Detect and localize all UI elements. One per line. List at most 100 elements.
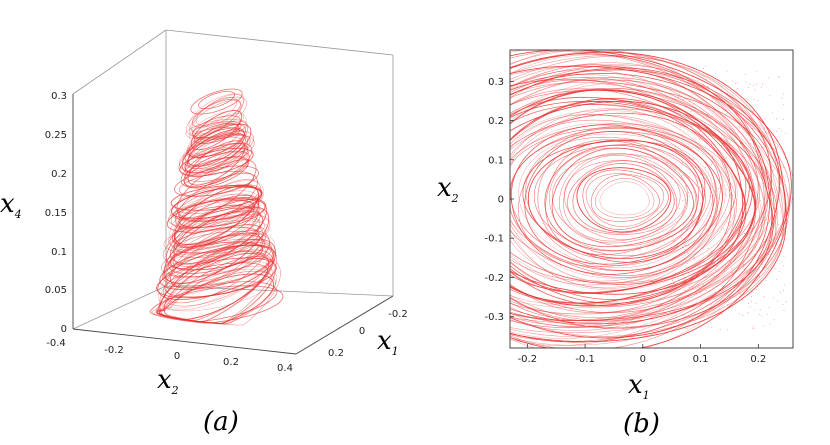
orbit-point xyxy=(783,284,785,286)
orbit-point xyxy=(725,253,727,255)
z-tick-label: 0.1 xyxy=(51,247,67,258)
orbit-point xyxy=(720,86,722,88)
orbit-curve xyxy=(510,103,743,293)
orbit-point xyxy=(742,132,744,134)
orbit-point xyxy=(737,131,739,133)
orbit-point xyxy=(779,128,781,130)
trajectory-loop xyxy=(169,180,264,245)
orbit-point xyxy=(742,216,744,218)
orbit-point xyxy=(732,194,734,196)
orbit-curve xyxy=(510,51,787,342)
orbit-point xyxy=(699,186,700,188)
z-tick-label: 0 xyxy=(61,324,67,335)
orbit-point xyxy=(717,188,719,190)
orbit-point xyxy=(671,177,673,179)
orbit-point xyxy=(737,174,739,176)
orbit-curve xyxy=(510,66,775,327)
orbit-curve xyxy=(533,144,699,257)
orbit-point xyxy=(684,244,686,246)
orbit-point xyxy=(688,176,690,178)
orbit-point xyxy=(705,78,707,80)
orbit-point xyxy=(733,185,735,187)
orbit-point xyxy=(754,89,756,91)
trajectory-loop xyxy=(170,184,263,230)
orbit-point xyxy=(674,275,676,277)
x1-tick-label: 0.2 xyxy=(328,348,344,359)
orbit-curve xyxy=(524,131,714,265)
y-tick-label: -0.3 xyxy=(484,312,504,323)
orbit-curve xyxy=(510,74,771,325)
orbit-point xyxy=(698,89,700,91)
orbit-point xyxy=(742,293,744,295)
x1-tick-label: 0 xyxy=(359,326,365,337)
orbit-point xyxy=(672,280,673,282)
orbit-point xyxy=(749,186,751,188)
orbit-point xyxy=(715,307,717,309)
orbit-point xyxy=(680,302,681,304)
orbit-point xyxy=(685,245,687,246)
orbit-point xyxy=(686,283,688,285)
orbit-point xyxy=(717,256,719,258)
trajectory-loop xyxy=(171,186,262,220)
trajectory-loop xyxy=(170,210,263,264)
orbit-point xyxy=(685,327,687,329)
orbit-point xyxy=(763,220,765,222)
orbit-point xyxy=(760,135,762,137)
orbit-point xyxy=(699,287,701,289)
orbit-point xyxy=(772,141,774,143)
orbit-curve xyxy=(510,89,759,314)
orbit-point xyxy=(674,240,676,242)
trajectory-loop xyxy=(174,197,259,222)
x-tick-label: -0.2 xyxy=(518,354,538,365)
orbit-point xyxy=(699,203,701,204)
orbit-curve xyxy=(510,100,746,294)
orbit-point xyxy=(683,289,685,291)
orbit-curve xyxy=(563,155,686,242)
orbit-point xyxy=(686,114,688,116)
orbit-point xyxy=(755,302,757,304)
orbit-point xyxy=(755,289,757,291)
orbit-point xyxy=(763,128,765,130)
orbit-point xyxy=(743,265,745,267)
orbit-point xyxy=(727,222,729,224)
orbit-point xyxy=(744,157,746,159)
orbit-point xyxy=(681,164,683,166)
y-axis-label-x1: x1 xyxy=(377,326,399,358)
orbit-point xyxy=(702,75,704,77)
trajectory-loop xyxy=(172,207,261,247)
orbit-point xyxy=(684,273,686,275)
trajectory-loop xyxy=(168,198,265,228)
orbit-point xyxy=(757,273,758,275)
orbit-point xyxy=(714,263,716,265)
orbit-point xyxy=(688,284,690,286)
orbit-point xyxy=(697,79,699,81)
orbit-point xyxy=(745,81,747,83)
orbit-point xyxy=(781,97,783,99)
orbit-curve xyxy=(576,167,672,233)
orbit-point xyxy=(767,132,769,134)
orbit-point xyxy=(757,285,759,287)
orbit-curve xyxy=(510,65,781,339)
orbit-point xyxy=(753,309,755,311)
trajectory-loop xyxy=(156,244,277,324)
x1-axis-ticks-b: -0.2 -0.1 0 0.1 0.2 xyxy=(518,344,766,365)
orbit-point xyxy=(675,161,677,163)
orbit-point xyxy=(682,124,684,126)
attractor-3d-trajectory xyxy=(149,88,284,326)
orbit-point xyxy=(783,167,784,169)
orbit-curve xyxy=(510,114,736,288)
x2-axis-ticks-b: -0.3 -0.2 -0.1 0 0.1 0.2 0.3 xyxy=(484,77,514,323)
orbit-point xyxy=(678,97,679,99)
orbit-point xyxy=(748,276,750,278)
orbit-curve xyxy=(510,50,790,346)
orbit-point xyxy=(683,314,685,316)
orbit-point xyxy=(729,194,730,196)
trajectory-loop xyxy=(191,100,242,135)
orbit-point xyxy=(685,249,687,250)
orbit-point xyxy=(682,136,684,138)
orbit-point xyxy=(752,110,754,112)
orbit-point xyxy=(760,86,762,88)
trajectory-loop xyxy=(198,91,235,110)
orbit-point xyxy=(679,272,681,274)
orbit-point xyxy=(749,84,751,85)
